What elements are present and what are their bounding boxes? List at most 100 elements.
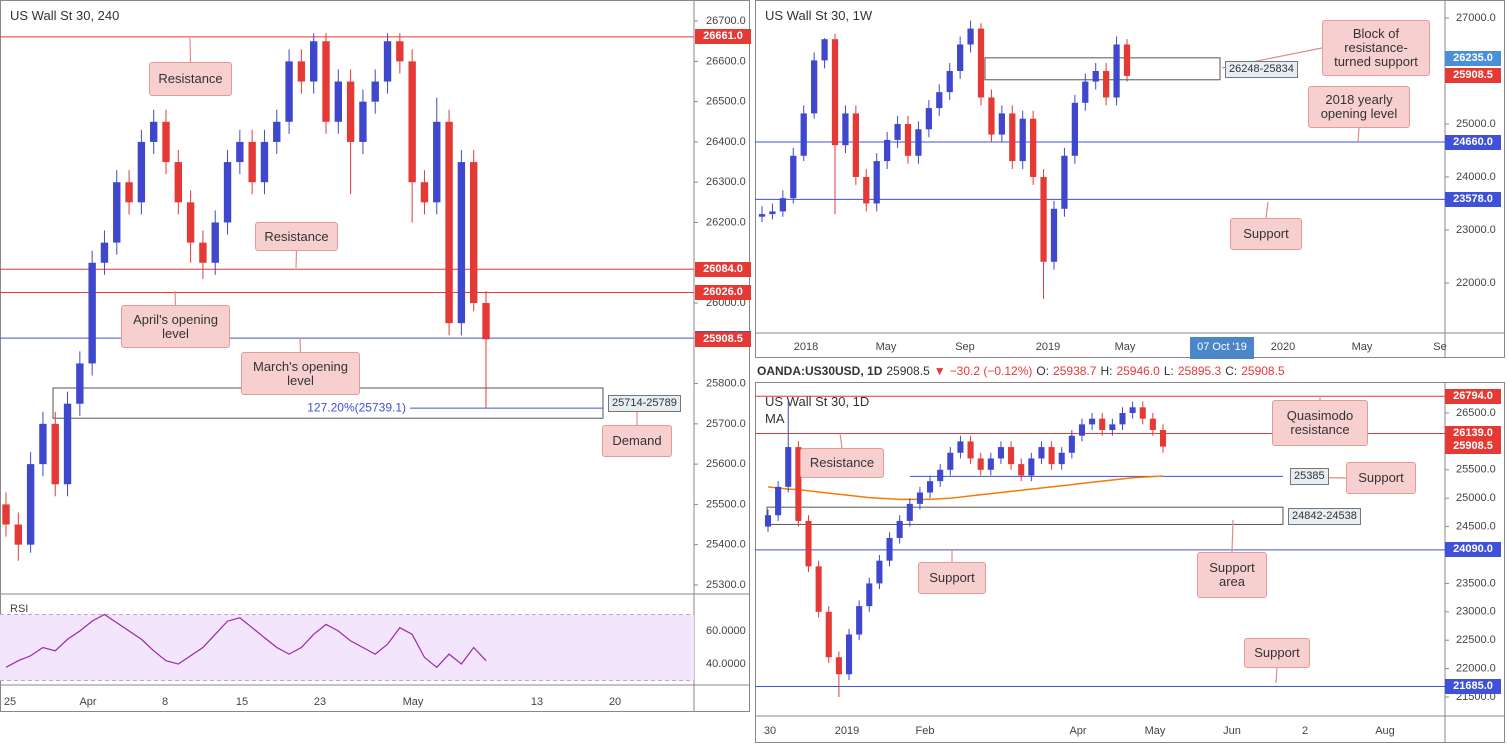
candle-body bbox=[63, 403, 72, 485]
ma-label: MA bbox=[765, 411, 785, 426]
candle-body bbox=[805, 520, 812, 567]
candle-body bbox=[113, 182, 121, 243]
candle-body bbox=[977, 458, 984, 470]
candle-body bbox=[795, 447, 802, 521]
candle-body bbox=[186, 202, 195, 243]
candle-body bbox=[831, 39, 839, 146]
candle-body bbox=[769, 211, 776, 215]
price-tag: 24090.0 bbox=[1445, 542, 1501, 558]
crosshair-date-bg bbox=[1190, 337, 1254, 359]
annotation-pointer bbox=[1231, 519, 1234, 553]
candle-body bbox=[1018, 464, 1025, 476]
annotation: Support bbox=[918, 562, 986, 594]
candle-body bbox=[1008, 447, 1015, 465]
panel-title: US Wall St 30, 1W bbox=[765, 8, 873, 23]
y-tick-label: 25400.0 bbox=[706, 539, 746, 551]
candle-body bbox=[137, 141, 146, 203]
candle-body bbox=[957, 441, 964, 453]
quote-part: L: bbox=[1163, 364, 1174, 378]
price-tag: 25908.5 bbox=[1445, 68, 1501, 84]
candle-body bbox=[815, 566, 822, 612]
candle-body bbox=[150, 121, 158, 142]
candle-body bbox=[76, 363, 84, 404]
annotation: Block of resistance-turned support bbox=[1322, 20, 1430, 76]
price-tag: 26794.0 bbox=[1445, 388, 1501, 404]
x-tick-label: 8 bbox=[162, 696, 168, 708]
candle-body bbox=[866, 583, 873, 607]
annotation: Resistance bbox=[255, 222, 338, 251]
rsi-label: RSI bbox=[10, 603, 28, 615]
zone-box bbox=[984, 57, 1221, 81]
candle-body bbox=[457, 162, 466, 324]
x-tick-label: 2019 bbox=[1036, 341, 1060, 353]
candle-body bbox=[1048, 447, 1055, 465]
candle-body bbox=[1119, 413, 1126, 425]
price-tag: 25908.5 bbox=[695, 332, 751, 348]
annotation: Support bbox=[1346, 462, 1416, 494]
quote-part: C: bbox=[1225, 364, 1238, 378]
panel-title: US Wall St 30, 240 bbox=[10, 8, 120, 23]
price-tag: 26661.0 bbox=[695, 29, 751, 45]
price-tag: 26235.0 bbox=[1445, 51, 1501, 67]
candle-body bbox=[845, 634, 853, 675]
y-tick-label: 24500.0 bbox=[1456, 521, 1496, 533]
x-tick-label: 2020 bbox=[1271, 341, 1295, 353]
candle-body bbox=[1068, 435, 1075, 453]
annotation: 2018 yearly opening level bbox=[1308, 86, 1410, 128]
annotation: Support bbox=[1230, 218, 1302, 250]
rsi-tick-label: 60.0000 bbox=[706, 625, 746, 637]
annotation-pointer bbox=[1275, 667, 1278, 684]
candle-body bbox=[359, 101, 367, 142]
crosshair-date: 07 Oct '19 bbox=[1197, 341, 1247, 353]
x-tick-label: Se bbox=[1433, 341, 1446, 353]
x-tick-label: 2018 bbox=[794, 341, 818, 353]
y-tick-label: 25600.0 bbox=[706, 458, 746, 470]
annotation: April's opening level bbox=[121, 305, 230, 348]
candle-body bbox=[988, 97, 995, 135]
x-tick-label: 2 bbox=[1302, 725, 1308, 737]
annotation-pointer bbox=[174, 290, 177, 306]
candle-body bbox=[842, 113, 849, 146]
x-tick-label: May bbox=[1115, 341, 1136, 353]
candle-body bbox=[1061, 155, 1068, 209]
candle-body bbox=[260, 141, 269, 183]
x-tick-label: 25 bbox=[4, 696, 16, 708]
panel-frame bbox=[755, 382, 1505, 743]
candle-body bbox=[1139, 407, 1146, 419]
quote-part: O: bbox=[1036, 364, 1050, 378]
candle-body bbox=[873, 161, 880, 204]
candle-body bbox=[26, 464, 35, 545]
candle-body bbox=[997, 447, 1004, 459]
candle-body bbox=[977, 28, 985, 98]
x-tick-label: 20 bbox=[609, 696, 621, 708]
quote-part: 25908.5 bbox=[1241, 364, 1285, 378]
y-tick-label: 26600.0 bbox=[706, 55, 746, 67]
annotation: March's opening level bbox=[241, 352, 360, 395]
annotation-pointer bbox=[1265, 201, 1269, 219]
annotation: Support area bbox=[1197, 552, 1267, 598]
candle-body bbox=[1019, 118, 1026, 162]
candle-body bbox=[334, 81, 342, 122]
candle-body bbox=[1038, 447, 1045, 459]
candle-body bbox=[927, 481, 934, 493]
candle-body bbox=[2, 504, 10, 525]
annotation-pointer bbox=[299, 337, 302, 353]
annotation-pointer bbox=[189, 37, 192, 63]
y-tick-label: 22000.0 bbox=[1456, 277, 1496, 289]
annotation-pointer bbox=[839, 432, 843, 449]
annotation-pointer bbox=[1357, 127, 1360, 143]
candle-body bbox=[790, 155, 797, 199]
annotation-pointer bbox=[295, 250, 298, 269]
quote-part: 25938.7 bbox=[1053, 364, 1097, 378]
price-tag: 26026.0 bbox=[695, 285, 751, 301]
candle-body bbox=[800, 113, 807, 156]
candle-body bbox=[835, 657, 842, 675]
y-tick-label: 25700.0 bbox=[706, 418, 746, 430]
zone-label: 25714-25789 bbox=[608, 395, 681, 413]
candle-body bbox=[371, 81, 379, 102]
y-tick-label: 23500.0 bbox=[1456, 577, 1496, 589]
y-tick-label: 26500.0 bbox=[706, 96, 746, 108]
x-tick-label: Jun bbox=[1223, 725, 1241, 737]
candle-body bbox=[998, 113, 1005, 135]
candle-body bbox=[758, 214, 766, 217]
